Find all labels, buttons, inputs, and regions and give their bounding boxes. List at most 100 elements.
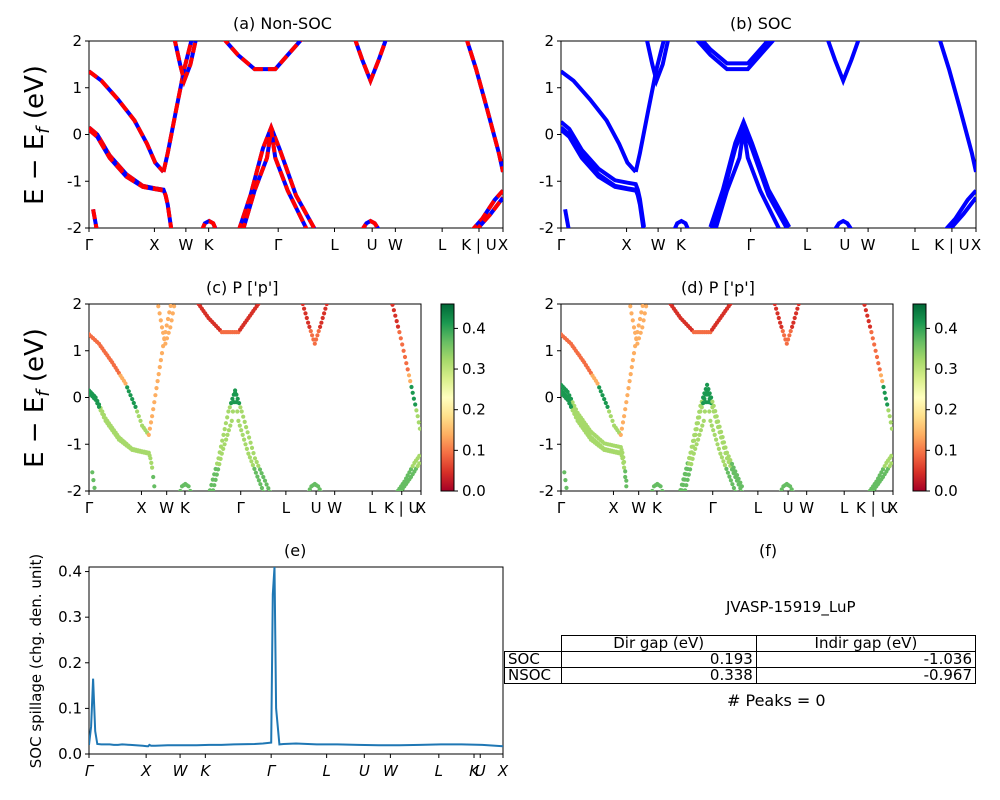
colorbar-tick-label: 0.3 — [934, 360, 958, 378]
projected-point — [255, 474, 260, 479]
panel-f-title: (f) — [759, 541, 778, 560]
projected-point — [639, 310, 644, 315]
projected-point — [795, 306, 800, 311]
projected-point — [323, 306, 328, 311]
projected-point — [408, 467, 414, 472]
y-tick-label: 0.0 — [58, 745, 82, 763]
projected-point — [416, 420, 421, 425]
x-tick-label: Γ — [557, 499, 566, 517]
projected-point — [417, 461, 421, 466]
peaks-count: # Peaks = 0 — [727, 691, 826, 710]
projected-point — [878, 373, 884, 378]
projected-point — [573, 415, 579, 420]
projected-point — [186, 484, 191, 489]
projected-point — [702, 396, 707, 401]
projected-point — [572, 403, 577, 408]
projected-point — [567, 401, 572, 406]
projected-point — [636, 336, 642, 341]
projected-point — [695, 421, 701, 426]
projected-point — [876, 361, 881, 366]
soc-band-line — [708, 116, 792, 228]
x-tick-label: L — [754, 499, 763, 517]
projected-point — [714, 414, 719, 419]
projected-point — [788, 329, 793, 334]
projected-point — [787, 333, 792, 338]
projected-point — [723, 445, 728, 450]
projected-point — [149, 460, 154, 465]
projected-point — [772, 304, 777, 307]
projected-point — [739, 484, 745, 489]
projected-point — [238, 405, 243, 410]
projected-point — [630, 358, 636, 363]
soc-band-line — [561, 120, 646, 228]
colorbar: 0.0 0.1 0.2 0.3 0.4 — [912, 303, 958, 500]
projected-point — [724, 450, 730, 455]
projected-point — [258, 300, 262, 304]
projected-point — [716, 446, 722, 451]
soc-band-line — [633, 41, 666, 173]
projected-point — [312, 341, 317, 346]
projected-point — [570, 408, 575, 413]
projected-point — [225, 415, 230, 420]
projected-point — [164, 336, 170, 341]
x-tick-label: K | U — [934, 236, 969, 254]
projected-point — [872, 342, 877, 347]
projected-point — [624, 400, 629, 405]
projected-point — [730, 300, 734, 304]
projected-point — [624, 484, 629, 489]
x-tick-label: K — [180, 499, 191, 517]
projected-point — [774, 306, 779, 311]
projected-point — [869, 491, 873, 495]
projected-point — [715, 442, 720, 447]
soc-band-line — [709, 122, 789, 228]
projected-point — [782, 333, 787, 338]
projected-point — [259, 471, 264, 476]
projected-point — [168, 304, 173, 308]
projected-point — [688, 467, 693, 472]
x-tick-label: Γ — [709, 499, 718, 517]
spillage-line — [89, 567, 503, 748]
projected-point — [152, 484, 157, 489]
projected-point — [304, 494, 308, 498]
projected-point — [178, 488, 183, 491]
projected-point — [730, 482, 735, 487]
x-tick-label: W — [383, 762, 399, 780]
projected-point — [721, 459, 726, 464]
soc-band-line — [833, 218, 853, 228]
projected-point — [717, 424, 722, 429]
projected-point — [250, 463, 255, 468]
colorbar-tick-label: 0.0 — [934, 482, 958, 500]
projected-point — [218, 456, 223, 461]
projected-point — [623, 469, 628, 474]
projected-point — [417, 453, 421, 458]
projected-point — [136, 414, 141, 419]
projected-point — [234, 400, 239, 405]
x-tick-label: W — [861, 236, 876, 254]
projected-point — [308, 329, 313, 334]
projected-point — [264, 482, 269, 487]
projected-point — [230, 396, 235, 401]
colorbar-gradient — [912, 303, 927, 492]
projected-point — [635, 341, 640, 346]
x-tick-label: L — [840, 499, 849, 517]
projected-point — [794, 311, 799, 316]
y-tick-label: -1 — [539, 172, 554, 190]
projected-point — [626, 386, 631, 391]
nonsoc-band-line — [465, 41, 503, 173]
projected-point — [252, 456, 258, 461]
x-tick-label: K | U — [461, 236, 496, 254]
projected-point — [299, 297, 303, 301]
projected-point — [154, 386, 159, 391]
x-tick-label: X — [140, 762, 152, 780]
projected-point — [397, 330, 402, 335]
projected-point — [235, 409, 240, 414]
projected-point — [713, 409, 718, 414]
y-tick-label: 0.4 — [58, 563, 82, 581]
projected-point — [394, 319, 399, 324]
projected-point — [888, 420, 893, 425]
projected-point — [740, 489, 744, 491]
projected-point — [261, 489, 266, 491]
projected-point — [148, 420, 154, 425]
projected-point — [863, 308, 869, 313]
